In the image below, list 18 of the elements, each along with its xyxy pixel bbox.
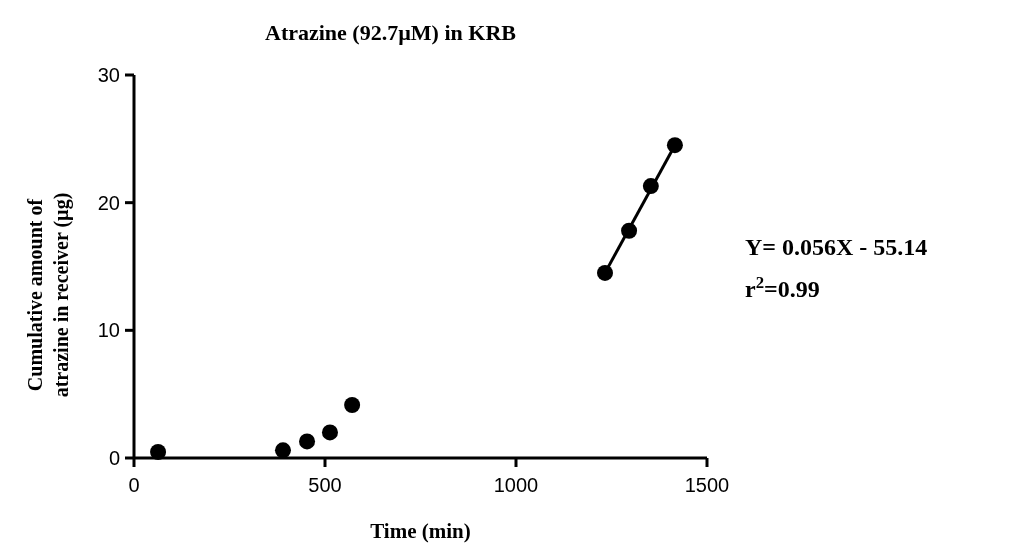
x-tick-label: 1000	[493, 474, 539, 496]
y-tick-label: 30	[97, 64, 120, 86]
chart-title: Atrazine (92.7µM) in KRB	[265, 20, 517, 45]
y-tick-label: 10	[97, 319, 120, 342]
x-tick-label: 0	[128, 474, 140, 496]
point	[150, 444, 167, 460]
point	[274, 442, 291, 459]
point	[299, 433, 316, 450]
y-tick-label: 20	[97, 191, 120, 214]
text: r$^{2}$=0.99	[745, 272, 820, 302]
text: Y= 0.056X - 55.14	[745, 234, 928, 260]
y-axis-title: Cumulative amount of atrazine in receiver (µg)	[23, 191, 74, 400]
point	[344, 397, 361, 414]
x-tick-label: 500	[308, 474, 342, 496]
y-tick-label: 0	[108, 447, 120, 469]
x-tick-label: 1500	[684, 474, 730, 496]
point	[321, 424, 338, 441]
x-axis-title: Time (min)	[370, 519, 471, 543]
